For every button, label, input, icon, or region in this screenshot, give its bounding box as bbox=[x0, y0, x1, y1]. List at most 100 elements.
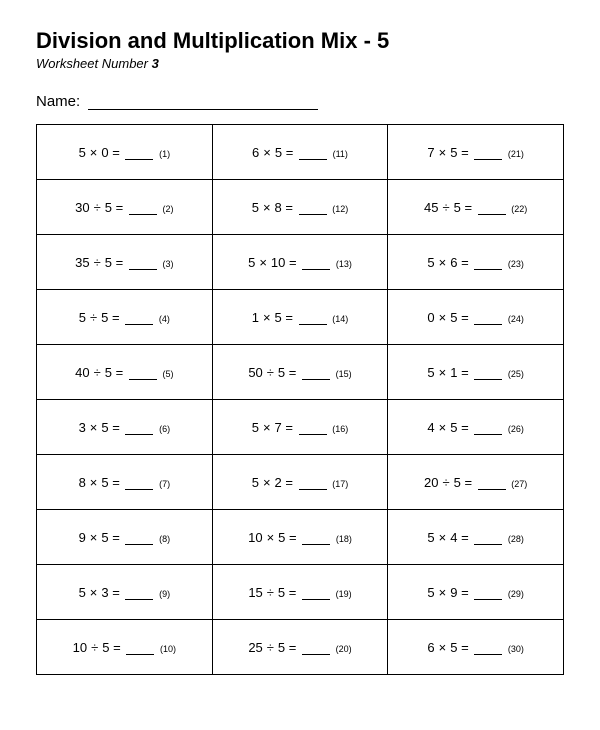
subtitle-prefix: Worksheet Number bbox=[36, 56, 152, 71]
problem-cell: 5×9 = (29) bbox=[388, 565, 564, 620]
equals: = bbox=[461, 310, 469, 325]
problem-cell: 5×3 = (9) bbox=[37, 565, 213, 620]
operand-b: 5 bbox=[101, 310, 108, 325]
table-row: 35÷5 = (3)5×10 = (13)5×6 = (23) bbox=[37, 235, 564, 290]
answer-blank[interactable] bbox=[299, 205, 327, 215]
problem-number: (10) bbox=[160, 644, 176, 654]
problem-cell: 9×5 = (8) bbox=[37, 510, 213, 565]
answer-blank[interactable] bbox=[302, 645, 330, 655]
operator: ÷ bbox=[267, 640, 274, 655]
answer-blank[interactable] bbox=[302, 260, 330, 270]
answer-blank[interactable] bbox=[129, 205, 157, 215]
answer-blank[interactable] bbox=[299, 315, 327, 325]
answer-blank[interactable] bbox=[129, 260, 157, 270]
name-row: Name: bbox=[36, 93, 564, 110]
answer-blank[interactable] bbox=[474, 535, 502, 545]
operand-b: 5 bbox=[105, 255, 112, 270]
problem-cell: 45÷5 = (22) bbox=[388, 180, 564, 235]
operand-a: 30 bbox=[75, 200, 89, 215]
answer-blank[interactable] bbox=[129, 370, 157, 380]
answer-blank[interactable] bbox=[302, 370, 330, 380]
answer-blank[interactable] bbox=[299, 425, 327, 435]
operand-b: 4 bbox=[450, 530, 457, 545]
operand-a: 8 bbox=[79, 475, 86, 490]
operator: × bbox=[263, 310, 271, 325]
operand-a: 5 bbox=[252, 200, 259, 215]
operator: ÷ bbox=[442, 475, 449, 490]
table-row: 30÷5 = (2)5×8 = (12)45÷5 = (22) bbox=[37, 180, 564, 235]
equals: = bbox=[112, 310, 120, 325]
answer-blank[interactable] bbox=[478, 480, 506, 490]
operand-a: 1 bbox=[252, 310, 259, 325]
operand-a: 4 bbox=[427, 420, 434, 435]
page-title: Division and Multiplication Mix - 5 bbox=[36, 28, 564, 54]
worksheet-subtitle: Worksheet Number 3 bbox=[36, 56, 564, 71]
operand-a: 9 bbox=[79, 530, 86, 545]
equals: = bbox=[289, 640, 297, 655]
answer-blank[interactable] bbox=[125, 590, 153, 600]
answer-blank[interactable] bbox=[474, 425, 502, 435]
problem-cell: 5÷5 = (4) bbox=[37, 290, 213, 345]
operand-a: 15 bbox=[248, 585, 262, 600]
answer-blank[interactable] bbox=[299, 150, 327, 160]
table-row: 10÷5 = (10)25÷5 = (20)6×5 = (30) bbox=[37, 620, 564, 675]
operand-b: 0 bbox=[101, 145, 108, 160]
equals: = bbox=[113, 640, 121, 655]
answer-blank[interactable] bbox=[474, 150, 502, 160]
answer-blank[interactable] bbox=[126, 645, 154, 655]
operator: × bbox=[90, 475, 98, 490]
equals: = bbox=[285, 475, 293, 490]
operator: × bbox=[263, 420, 271, 435]
equals: = bbox=[112, 585, 120, 600]
problem-number: (16) bbox=[332, 424, 348, 434]
answer-blank[interactable] bbox=[474, 260, 502, 270]
problem-cell: 5×4 = (28) bbox=[388, 510, 564, 565]
problem-number: (18) bbox=[336, 534, 352, 544]
equals: = bbox=[461, 145, 469, 160]
answer-blank[interactable] bbox=[302, 535, 330, 545]
operator: × bbox=[439, 145, 447, 160]
operand-b: 5 bbox=[275, 310, 282, 325]
problem-number: (15) bbox=[336, 369, 352, 379]
answer-blank[interactable] bbox=[125, 315, 153, 325]
equals: = bbox=[116, 365, 124, 380]
answer-blank[interactable] bbox=[478, 205, 506, 215]
problem-cell: 10÷5 = (10) bbox=[37, 620, 213, 675]
operand-b: 2 bbox=[275, 475, 282, 490]
problem-number: (14) bbox=[332, 314, 348, 324]
problem-cell: 25÷5 = (20) bbox=[212, 620, 388, 675]
answer-blank[interactable] bbox=[474, 315, 502, 325]
problem-number: (26) bbox=[508, 424, 524, 434]
operand-a: 5 bbox=[252, 475, 259, 490]
problem-number: (27) bbox=[511, 479, 527, 489]
answer-blank[interactable] bbox=[474, 645, 502, 655]
operator: × bbox=[259, 255, 267, 270]
subtitle-number: 3 bbox=[152, 56, 159, 71]
operand-a: 40 bbox=[75, 365, 89, 380]
equals: = bbox=[461, 640, 469, 655]
operand-a: 10 bbox=[248, 530, 262, 545]
equals: = bbox=[461, 365, 469, 380]
answer-blank[interactable] bbox=[125, 150, 153, 160]
operator: × bbox=[439, 310, 447, 325]
answer-blank[interactable] bbox=[125, 535, 153, 545]
problem-number: (1) bbox=[159, 149, 170, 159]
operator: ÷ bbox=[267, 585, 274, 600]
operand-b: 10 bbox=[271, 255, 285, 270]
table-row: 9×5 = (8)10×5 = (18)5×4 = (28) bbox=[37, 510, 564, 565]
problem-cell: 5×0 = (1) bbox=[37, 125, 213, 180]
operand-a: 6 bbox=[252, 145, 259, 160]
answer-blank[interactable] bbox=[125, 480, 153, 490]
operand-b: 3 bbox=[101, 585, 108, 600]
equals: = bbox=[464, 475, 472, 490]
operator: ÷ bbox=[94, 365, 101, 380]
answer-blank[interactable] bbox=[302, 590, 330, 600]
answer-blank[interactable] bbox=[474, 370, 502, 380]
equals: = bbox=[461, 585, 469, 600]
problem-cell: 4×5 = (26) bbox=[388, 400, 564, 455]
problem-cell: 5×2 = (17) bbox=[212, 455, 388, 510]
answer-blank[interactable] bbox=[474, 590, 502, 600]
name-blank-line[interactable] bbox=[88, 109, 318, 110]
answer-blank[interactable] bbox=[125, 425, 153, 435]
answer-blank[interactable] bbox=[299, 480, 327, 490]
